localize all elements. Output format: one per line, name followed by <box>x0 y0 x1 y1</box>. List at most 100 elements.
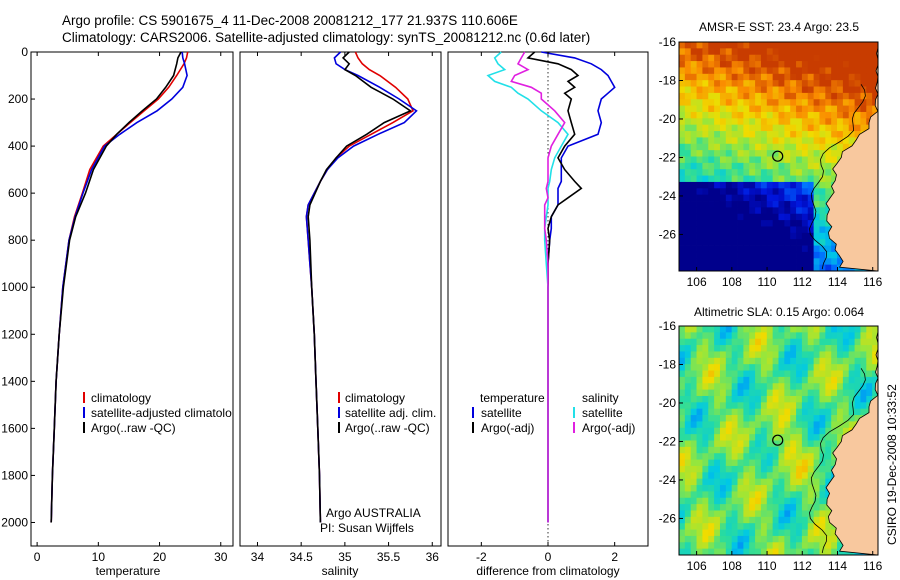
heatmap-cell <box>813 535 820 543</box>
heatmap-cell <box>801 42 809 49</box>
pi-annotation: PI: Susan Wijffels <box>320 521 414 535</box>
heatmap-cell <box>719 137 727 145</box>
x-tick-label: -2 <box>476 550 487 564</box>
heatmap-cell <box>831 105 838 113</box>
heatmap-cell <box>749 408 756 416</box>
heatmap-cell <box>755 548 762 556</box>
heatmap-cell <box>755 264 762 272</box>
heatmap-cell <box>778 472 785 480</box>
heatmap-cell <box>778 201 785 208</box>
heatmap-cell <box>690 332 697 340</box>
heatmap-cell <box>696 465 703 473</box>
heatmap-cell <box>848 99 855 107</box>
heatmap-cell <box>743 548 750 556</box>
heatmap-cell <box>807 529 815 537</box>
heatmap-cell <box>690 523 697 530</box>
heatmap-cell <box>819 535 826 543</box>
heatmap-cell <box>819 523 826 530</box>
heatmap-cell <box>819 175 826 183</box>
heatmap-cell <box>790 516 797 524</box>
heatmap-cell <box>702 427 709 435</box>
heatmap-cell <box>813 440 820 448</box>
heatmap-cell <box>737 516 744 524</box>
heatmap-cell <box>872 326 879 333</box>
heatmap-cell <box>860 86 867 94</box>
heatmap-cell <box>825 351 832 359</box>
heatmap-cell <box>825 99 832 107</box>
heatmap-cell <box>819 86 826 94</box>
heatmap-cell <box>766 510 774 518</box>
heatmap-cell <box>714 131 721 138</box>
heatmap-cell <box>831 402 838 410</box>
heatmap-cell <box>837 408 844 416</box>
heatmap-cell <box>719 131 727 138</box>
heatmap-cell <box>778 118 785 126</box>
heatmap-cell <box>766 332 774 340</box>
heatmap-cell <box>784 548 791 556</box>
heatmap-cell <box>860 357 867 365</box>
heatmap-cell <box>696 188 703 196</box>
heatmap-cell <box>807 67 815 75</box>
heatmap-cell <box>831 357 838 365</box>
heatmap-cell <box>708 42 715 49</box>
heatmap-cell <box>690 408 697 416</box>
heatmap-cell <box>696 548 703 556</box>
heatmap-cell <box>801 478 809 486</box>
heatmap-cell <box>813 453 820 460</box>
heatmap-cell <box>778 137 785 145</box>
heatmap-cell <box>796 523 803 530</box>
heatmap-cell <box>719 156 727 164</box>
x-tick-label: 108 <box>722 559 742 573</box>
heatmap-cell <box>807 459 815 467</box>
heatmap-cell <box>813 497 820 505</box>
heatmap-cell <box>837 111 844 119</box>
heatmap-cell <box>772 504 779 511</box>
heatmap-cell <box>778 338 785 346</box>
heatmap-cell <box>760 162 768 170</box>
heatmap-cell <box>679 162 686 170</box>
heatmap-cell <box>866 357 873 365</box>
heatmap-cell <box>778 194 785 202</box>
heatmap-cell <box>790 453 797 460</box>
heatmap-cell <box>872 376 879 384</box>
heatmap-cell <box>842 376 850 384</box>
heatmap-cell <box>719 54 727 62</box>
heatmap-cell <box>796 497 803 505</box>
heatmap-cell <box>837 67 844 75</box>
heatmap-cell <box>766 220 774 227</box>
heatmap-cell <box>737 220 744 227</box>
heatmap-cell <box>690 465 697 473</box>
heatmap-cell <box>848 332 855 340</box>
heatmap-cell <box>679 535 686 543</box>
heatmap-cell <box>696 150 703 157</box>
heatmap-cell <box>825 440 832 448</box>
heatmap-cell <box>854 415 861 422</box>
heatmap-cell <box>731 434 738 441</box>
heatmap-cell <box>819 402 826 410</box>
heatmap-cell <box>778 162 785 170</box>
heatmap-cell <box>725 188 733 196</box>
heatmap-cell <box>690 48 697 56</box>
heatmap-cell <box>784 201 791 208</box>
y-tick-label: 200 <box>8 92 28 106</box>
heatmap-cell <box>801 440 809 448</box>
heatmap-cell <box>760 137 768 145</box>
heatmap-cell <box>749 111 756 119</box>
heatmap-cell <box>784 376 791 384</box>
heatmap-cell <box>784 535 791 543</box>
heatmap-cell <box>778 516 785 524</box>
heatmap-cell <box>725 535 733 543</box>
heatmap-cell <box>790 332 797 340</box>
heatmap-cell <box>872 370 879 378</box>
heatmap-cell <box>719 434 727 441</box>
heatmap-cell <box>784 99 791 107</box>
heatmap-cell <box>725 395 733 403</box>
heatmap-cell <box>696 440 703 448</box>
heatmap-cell <box>825 67 832 75</box>
heatmap-cell <box>825 226 832 234</box>
heatmap-cell <box>831 415 838 422</box>
heatmap-cell <box>848 80 855 87</box>
heatmap-cell <box>784 124 791 132</box>
heatmap-cell <box>702 226 709 234</box>
heatmap-cell <box>755 364 762 371</box>
